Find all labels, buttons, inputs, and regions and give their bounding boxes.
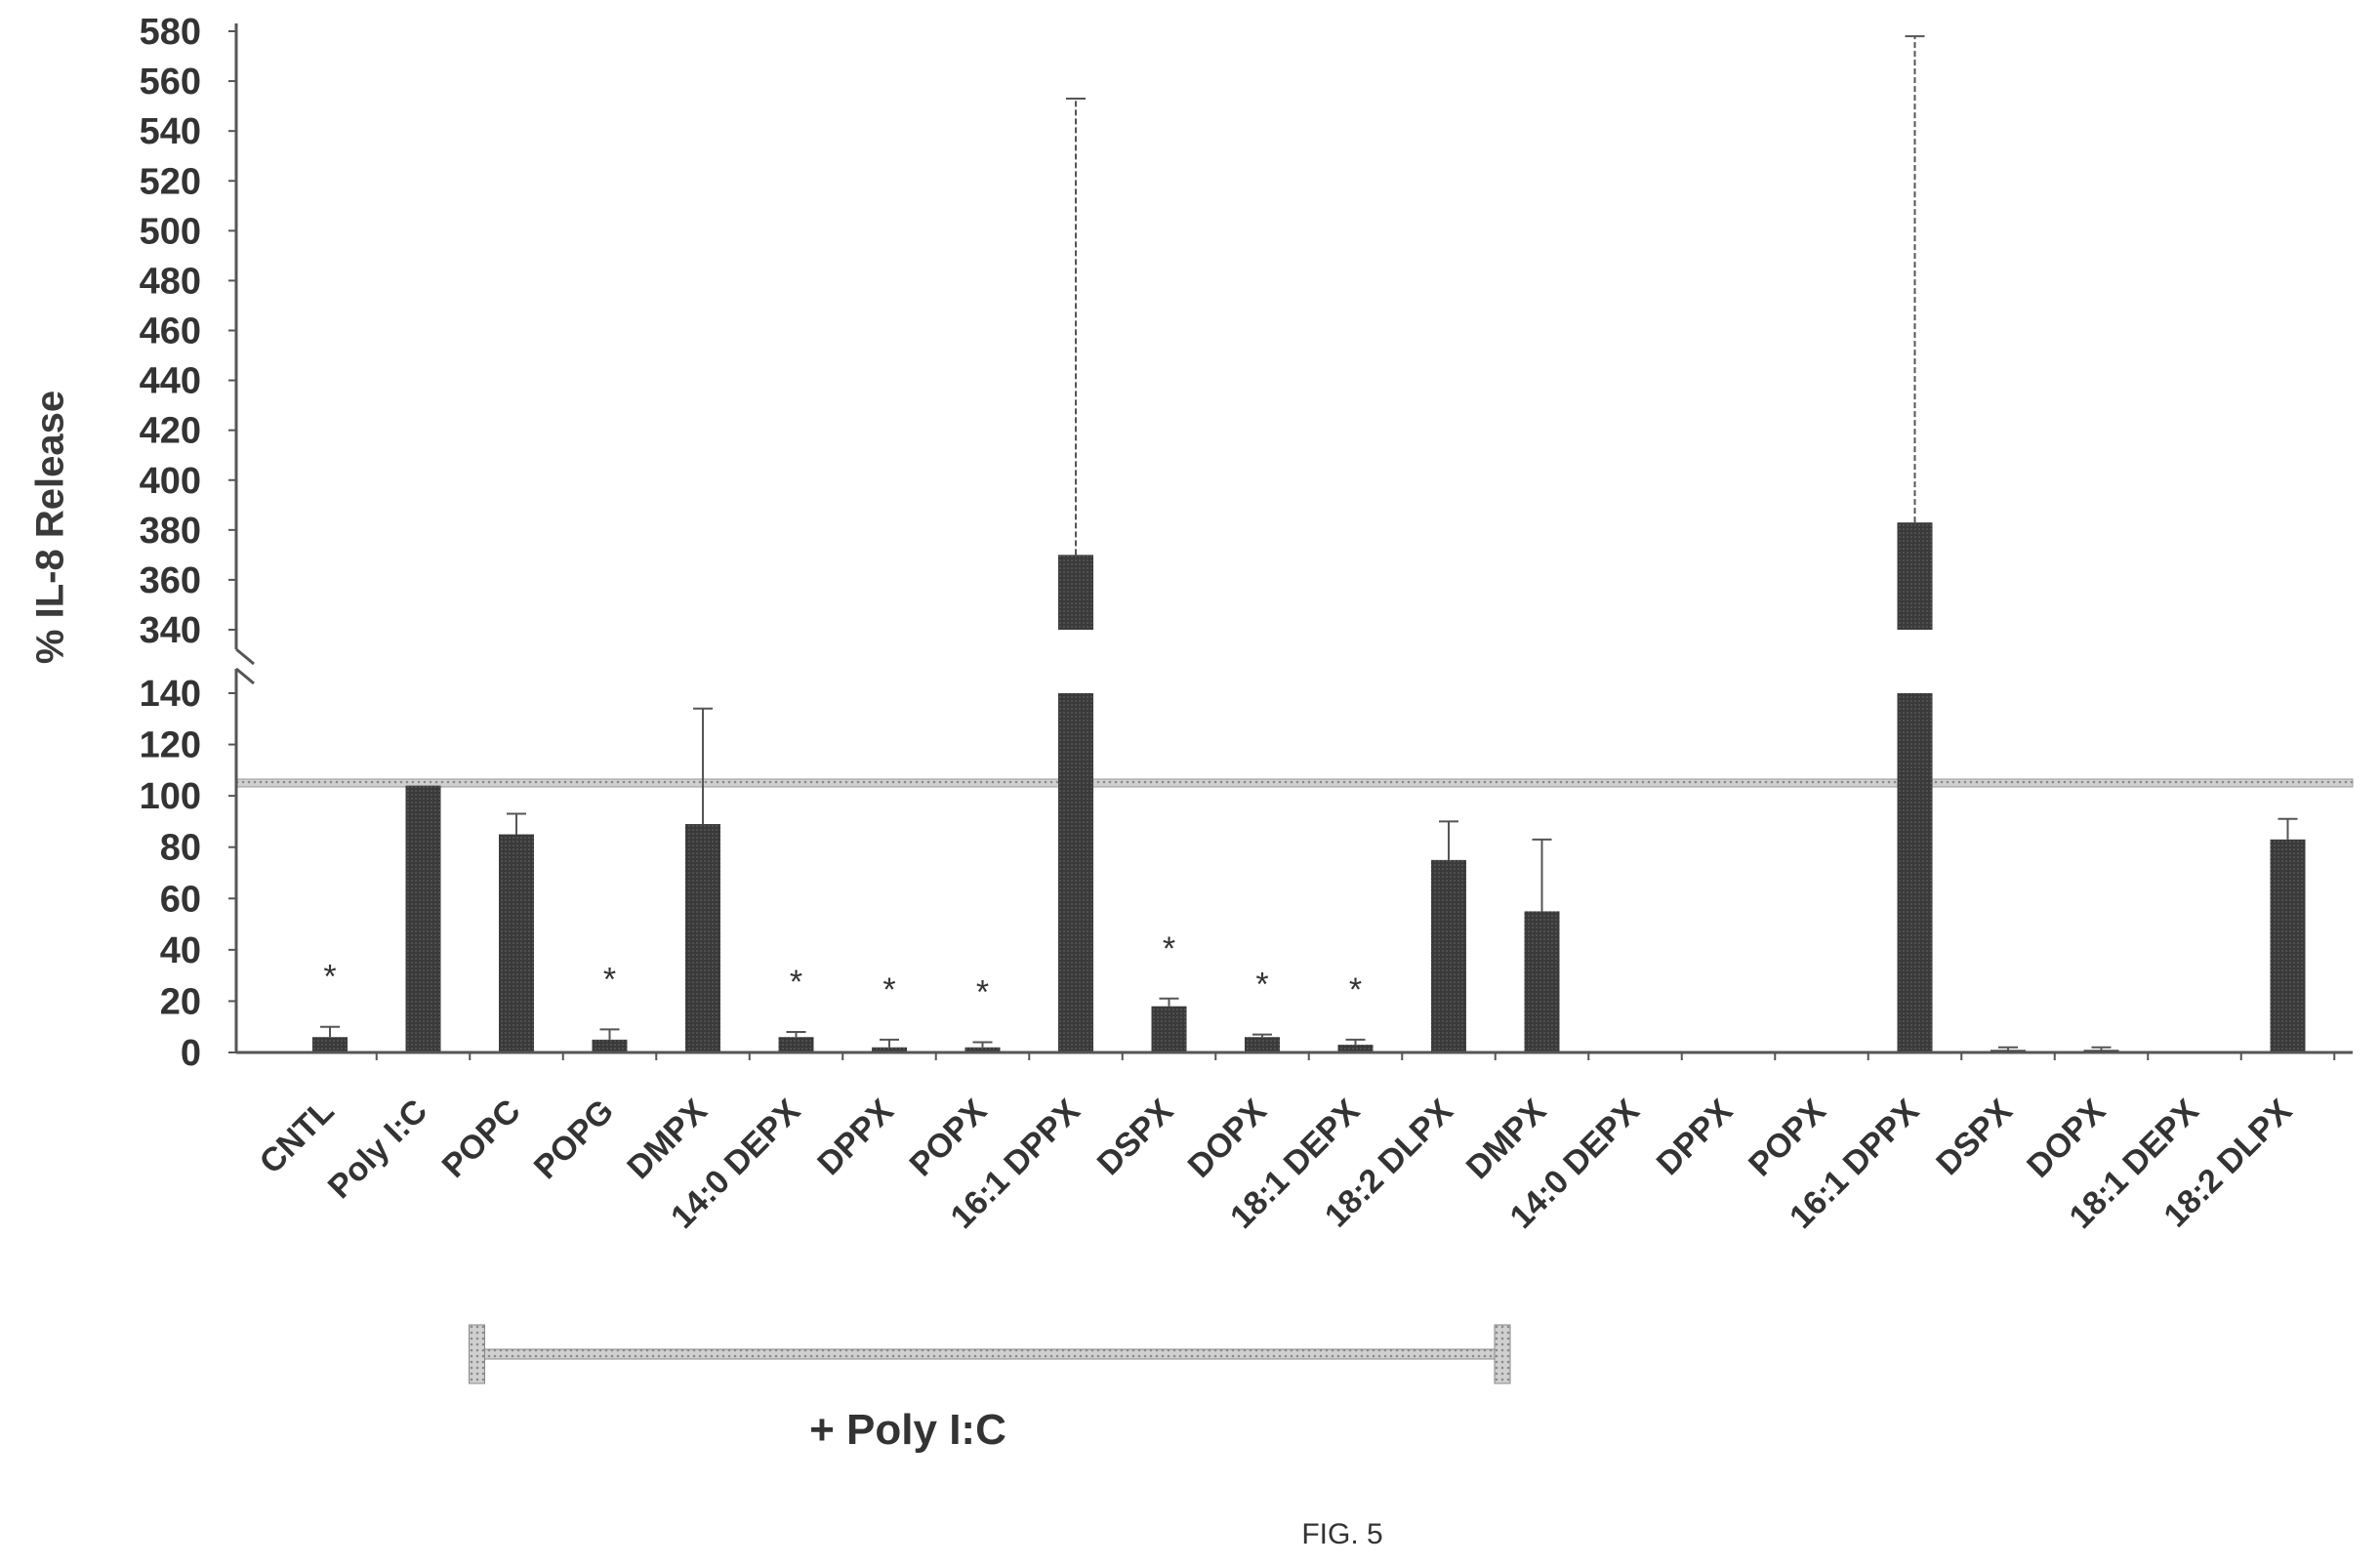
y-tick-label: 0 [181, 1033, 201, 1074]
y-tick-label: 120 [140, 725, 201, 766]
y-tick-label: 60 [160, 879, 201, 920]
bar [1151, 1006, 1187, 1052]
y-axis-label: % IL-8 Release [28, 390, 72, 665]
x-tick-label: DSPX [1929, 1092, 2020, 1183]
poly-ic-bracket-left-end [469, 1324, 485, 1384]
poly-ic-bracket-line [476, 1348, 1503, 1360]
y-tick-label: 400 [140, 461, 201, 502]
bar [1524, 911, 1560, 1052]
significance-star: * [882, 971, 895, 1009]
y-tick-label: 380 [140, 511, 201, 552]
bar [778, 1037, 814, 1052]
y-tick-label: 480 [140, 261, 201, 302]
x-tick-label: DPPX [810, 1092, 901, 1183]
y-tick-label: 20 [160, 981, 201, 1022]
figure-label: FIG. 5 [1301, 1518, 1383, 1550]
bar-lower-segment [1897, 693, 1933, 1052]
bar [312, 1037, 348, 1052]
significance-star: * [1163, 930, 1175, 968]
y-tick-label: 140 [140, 674, 201, 715]
significance-star: * [323, 959, 336, 996]
significance-star: * [1255, 967, 1268, 1004]
bar [1337, 1045, 1374, 1052]
x-tick-label: POPG [527, 1092, 621, 1186]
x-tick-label: POPX [902, 1092, 994, 1184]
y-tick-label: 80 [160, 828, 201, 869]
y-tick-label: 100 [140, 776, 201, 817]
x-tick-label: POPC [435, 1092, 528, 1185]
y-tick-label: 340 [140, 610, 201, 651]
bar [499, 834, 534, 1052]
bar [592, 1039, 628, 1052]
x-tick-label: POPX [1742, 1092, 1833, 1184]
y-tick-label: 560 [140, 62, 201, 103]
significance-star: * [1349, 971, 1362, 1009]
significance-star: * [603, 961, 616, 998]
bar [405, 785, 441, 1052]
x-tick-label: CNTL [253, 1092, 342, 1181]
y-tick-label: 540 [140, 111, 201, 152]
poly-ic-bracket-label: + Poly I:C [809, 1406, 1006, 1454]
y-tick-label: 40 [160, 930, 201, 971]
y-axis-break [235, 647, 255, 685]
bar [964, 1047, 1001, 1052]
y-tick-label: 520 [140, 161, 201, 202]
bar-lower-segment [1058, 693, 1093, 1052]
poly-ic-bracket-right-end [1494, 1324, 1511, 1384]
x-tick-label: DPPX [1650, 1092, 1741, 1183]
bar [1431, 859, 1466, 1052]
bar [1245, 1037, 1280, 1052]
reference-line-100 [235, 778, 2354, 788]
bar-upper-segment [1897, 522, 1933, 630]
y-tick-label: 360 [140, 560, 201, 601]
bar-upper-segment [1058, 555, 1093, 630]
y-tick-label: 420 [140, 411, 201, 452]
x-tick-label: DOPX [2020, 1092, 2113, 1185]
y-tick-label: 580 [140, 12, 201, 53]
significance-star: * [790, 964, 802, 1001]
y-tick-label: 440 [140, 361, 201, 402]
x-tick-label: DSPX [1090, 1092, 1181, 1183]
y-tick-label: 460 [140, 311, 201, 352]
y-axis-label-wrap: % IL-8 Release [0, 0, 78, 1059]
bar [872, 1047, 907, 1052]
bar [2270, 839, 2306, 1052]
y-tick-label: 500 [140, 211, 201, 252]
x-tick-label: DOPX [1181, 1092, 1274, 1185]
bar [685, 824, 720, 1052]
x-tick-label: Poly I:C [321, 1092, 434, 1206]
significance-star: * [976, 973, 989, 1010]
